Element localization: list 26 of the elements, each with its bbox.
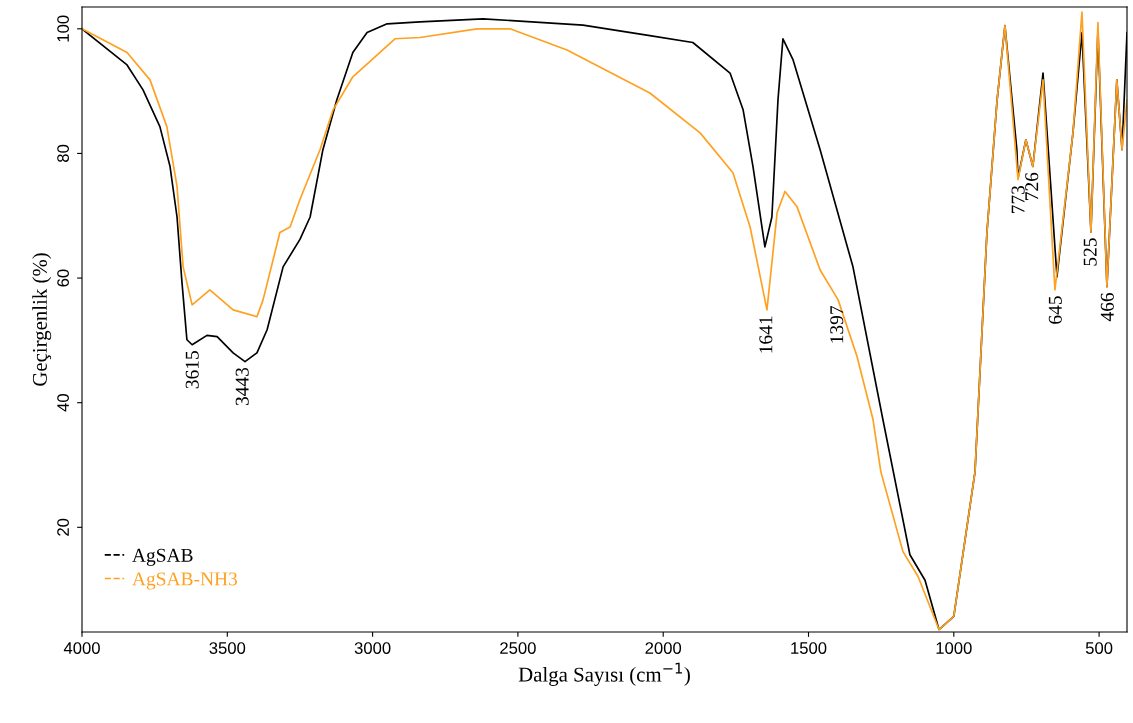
x-tick-label: 2000	[645, 642, 682, 654]
annotation: 726	[1025, 172, 1039, 200]
annotation: 525	[1083, 238, 1097, 266]
annotation: 3615	[185, 351, 199, 389]
x-tick-label: 3500	[209, 642, 246, 654]
x-axis-title: Dalga Sayısı (cm$^{−1}$)	[518, 662, 690, 686]
x-tick-label: 4000	[63, 642, 100, 654]
x-tick-label: 1000	[936, 642, 972, 654]
annotation: 466	[1100, 292, 1114, 322]
x-tick-label: 500	[1085, 642, 1113, 654]
annotation: 645	[1048, 296, 1062, 324]
annotation: 1641	[759, 316, 773, 353]
y-tick-label: 40	[57, 394, 69, 412]
y-tick-label: 60	[57, 269, 69, 287]
annotation: 773	[1011, 185, 1025, 214]
legend-label: AgSAB-NH3	[132, 572, 238, 590]
x-tick-label: 3000	[354, 642, 391, 654]
y-tick-label: 20	[57, 518, 69, 536]
annotation: 1397	[830, 305, 844, 343]
x-tick-label: 2500	[500, 642, 536, 654]
y-axis-title: Geçirgenlik (%)	[32, 253, 52, 386]
x-tick-label: 1500	[791, 642, 827, 654]
annotation: 3443	[235, 367, 249, 406]
legend-label: AgSAB	[132, 548, 193, 566]
y-tick-label: 80	[57, 144, 69, 162]
y-tick-label: 100	[57, 15, 69, 42]
